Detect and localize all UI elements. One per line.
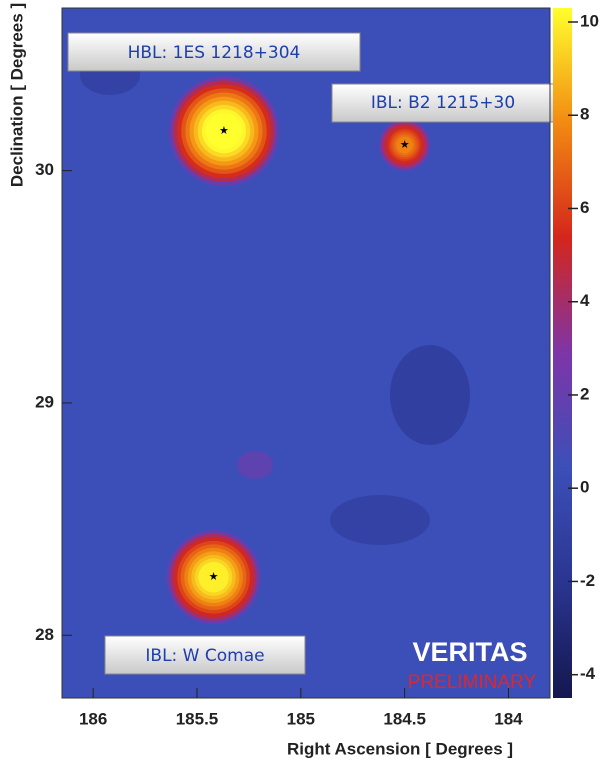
y-tick-label: 30 <box>35 160 54 179</box>
plot-area <box>62 8 550 698</box>
colorbar-tick-label: 6 <box>580 198 589 217</box>
source-marker: ★ <box>400 139 410 151</box>
label-box <box>331 83 555 123</box>
y-axis-title: Declination [ Degrees ] <box>7 3 26 187</box>
sky-field: ★ ★ ★ <box>80 55 470 625</box>
x-tick-label: 184.5 <box>383 709 426 728</box>
x-tick-label: 186 <box>79 709 107 728</box>
colorbar-tick-label: 8 <box>580 105 589 124</box>
y-tick-label: 28 <box>35 625 54 644</box>
background-patch <box>330 495 430 545</box>
watermark: VERITAS <box>412 637 527 667</box>
colorbar-tick-label: 2 <box>580 384 589 403</box>
source: ★ <box>379 119 431 171</box>
background-patch <box>237 451 273 479</box>
colorbar-tick-label: 10 <box>580 11 599 30</box>
colorbar <box>553 8 572 698</box>
x-tick-label: 185 <box>287 709 315 728</box>
x-axis-title: Right Ascension [ Degrees ] <box>287 739 513 758</box>
colorbar-tick-label: -2 <box>580 571 595 590</box>
watermark-sub: PRELIMINARY <box>408 672 537 693</box>
source-label: IBL: B2 1215+30 <box>371 93 515 113</box>
source-layer <box>396 136 413 154</box>
label-box <box>104 635 306 675</box>
plot-frame <box>61 7 551 699</box>
background-patch <box>390 345 470 445</box>
source-label: HBL: 1ES 1218+304 <box>128 43 301 63</box>
source: ★ <box>166 530 261 625</box>
label-box <box>67 32 361 72</box>
source-layer <box>198 561 229 593</box>
x-tick-label: 184 <box>494 709 523 728</box>
source-label: IBL: W Comae <box>145 646 264 666</box>
colorbar-tick-label: 0 <box>580 478 589 497</box>
x-tick-label: 185.5 <box>176 709 219 728</box>
source-marker: ★ <box>209 571 219 583</box>
source-layer <box>206 113 242 150</box>
colorbar-tick-label: 4 <box>580 291 590 310</box>
source: ★ <box>168 75 280 187</box>
source-marker: ★ <box>219 125 229 137</box>
colorbar-tick-label: -4 <box>580 664 596 683</box>
y-tick-label: 29 <box>35 392 54 411</box>
